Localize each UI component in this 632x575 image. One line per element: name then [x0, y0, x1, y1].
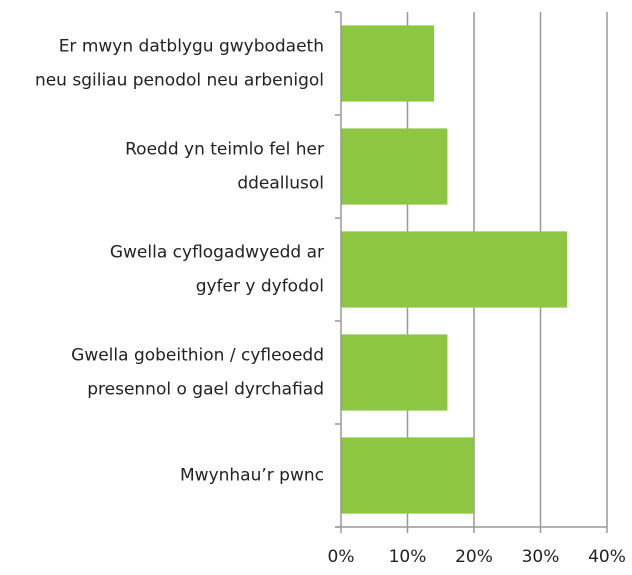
y-tick-label: Gwella cyflogadwyedd ar — [110, 243, 324, 263]
bar — [341, 334, 448, 411]
x-tick-label: 20% — [455, 547, 493, 567]
y-tick-label: ddeallusol — [237, 174, 324, 194]
bar — [341, 25, 435, 102]
y-tick-label: Mwynhau’r pwnc — [180, 466, 324, 486]
y-tick-label: presennol o gael dyrchafiad — [87, 380, 324, 400]
y-tick-label: Er mwyn datblygu gwybodaeth — [59, 37, 324, 57]
x-tick-label: 30% — [522, 547, 560, 567]
x-tick-label: 0% — [328, 547, 355, 567]
bar — [341, 231, 568, 308]
y-tick-label: neu sgiliau penodol neu arbenigol — [35, 71, 324, 91]
y-tick-label: Gwella gobeithion / cyfleoedd — [71, 346, 324, 366]
bar — [341, 437, 474, 514]
x-tick-label: 10% — [389, 547, 427, 567]
y-tick-label: gyfer y dyfodol — [196, 277, 324, 297]
bar — [341, 128, 448, 205]
y-tick-label: Roedd yn teimlo fel her — [125, 140, 324, 160]
x-tick-label: 40% — [588, 547, 626, 567]
